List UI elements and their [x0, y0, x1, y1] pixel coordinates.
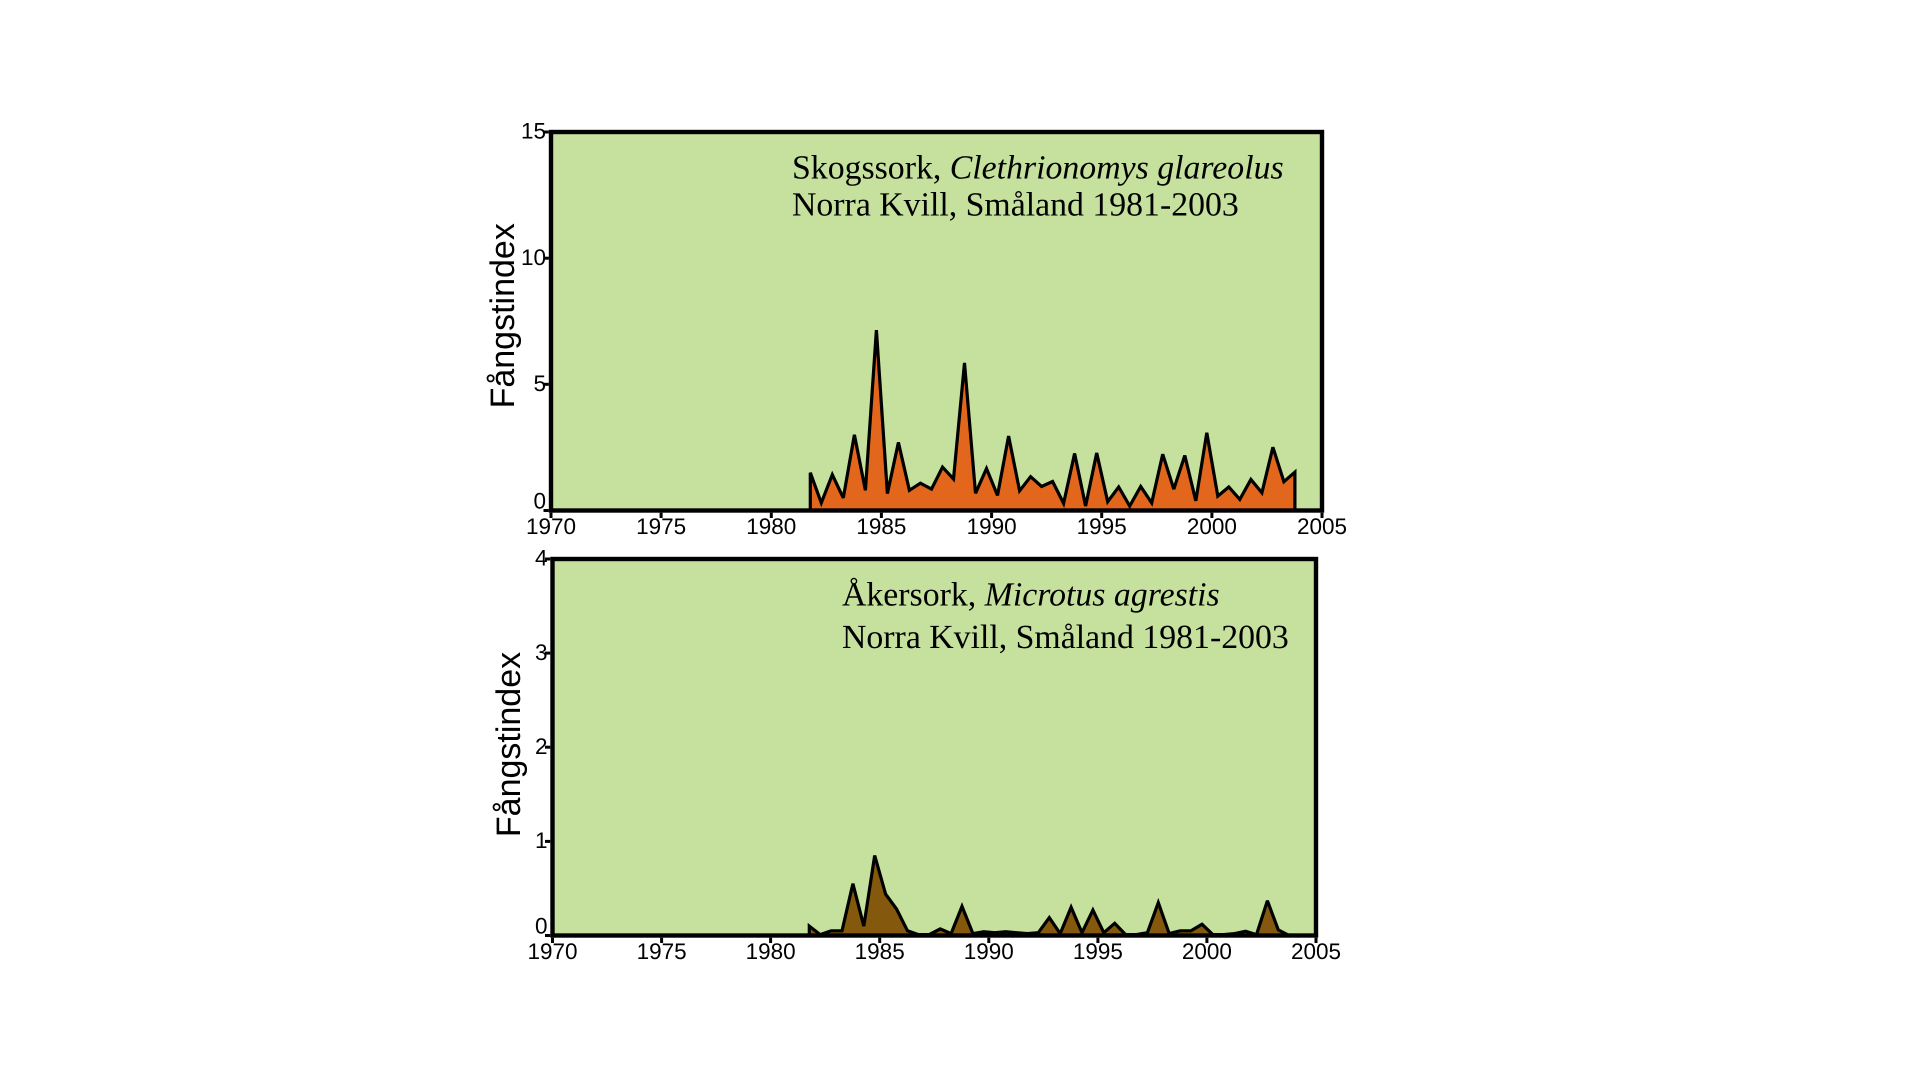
- svg-text:1980: 1980: [746, 939, 796, 964]
- svg-text:Norra Kvill, Småland 1981-2003: Norra Kvill, Småland 1981-2003: [792, 186, 1239, 223]
- svg-text:2005: 2005: [1291, 939, 1341, 964]
- svg-text:4: 4: [535, 546, 548, 571]
- svg-text:Norra Kvill, Småland 1981-2003: Norra Kvill, Småland 1981-2003: [842, 619, 1289, 656]
- svg-text:10: 10: [521, 245, 546, 270]
- svg-text:2005: 2005: [1297, 514, 1347, 539]
- svg-text:1970: 1970: [527, 939, 577, 964]
- svg-text:1995: 1995: [1077, 514, 1127, 539]
- svg-text:2: 2: [535, 734, 548, 759]
- svg-text:Åkersork, Microtus agrestis: Åkersork, Microtus agrestis: [842, 576, 1220, 613]
- svg-text:1980: 1980: [746, 514, 796, 539]
- svg-text:1985: 1985: [856, 514, 906, 539]
- svg-text:1995: 1995: [1073, 939, 1123, 964]
- svg-text:0: 0: [533, 489, 546, 514]
- svg-text:Skogssork, Clethrionomys glare: Skogssork, Clethrionomys glareolus: [792, 149, 1284, 186]
- svg-text:1975: 1975: [637, 939, 687, 964]
- svg-text:1975: 1975: [636, 514, 686, 539]
- svg-text:Fångstindex: Fångstindex: [484, 223, 522, 408]
- svg-text:3: 3: [535, 640, 548, 665]
- svg-text:1990: 1990: [967, 514, 1017, 539]
- svg-text:Fångstindex: Fångstindex: [490, 652, 528, 837]
- svg-text:1985: 1985: [855, 939, 905, 964]
- svg-text:5: 5: [533, 371, 546, 396]
- svg-text:1: 1: [535, 828, 548, 853]
- svg-text:1970: 1970: [526, 514, 576, 539]
- svg-text:2000: 2000: [1187, 514, 1237, 539]
- svg-text:15: 15: [521, 119, 546, 144]
- svg-text:2000: 2000: [1182, 939, 1232, 964]
- svg-text:1990: 1990: [964, 939, 1014, 964]
- svg-text:0: 0: [535, 914, 548, 939]
